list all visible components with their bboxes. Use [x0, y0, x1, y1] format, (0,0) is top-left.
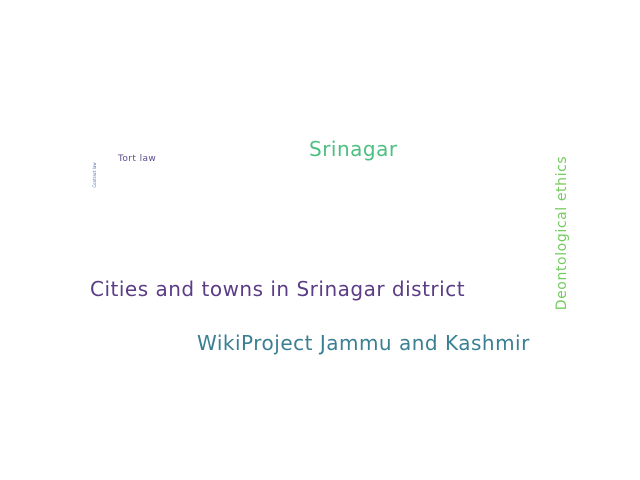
word-cities-and-towns: Cities and towns in Srinagar district: [90, 277, 466, 301]
word-contract-law: Contract law: [92, 162, 97, 188]
word-tort-law: Tort law: [118, 154, 157, 164]
word-wikiproject-jammu-kashmir: WikiProject Jammu and Kashmir: [197, 331, 530, 355]
word-deontological-ethics: Deontological ethics: [554, 155, 570, 311]
word-srinagar: Srinagar: [309, 137, 398, 161]
